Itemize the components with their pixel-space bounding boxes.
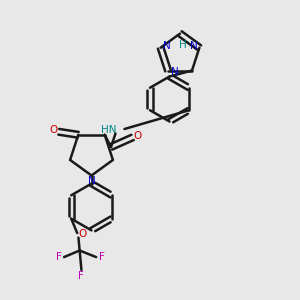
- Text: F: F: [79, 271, 84, 281]
- Text: N: N: [163, 41, 171, 51]
- Text: N: N: [171, 67, 178, 77]
- Text: HN: HN: [101, 125, 117, 136]
- Text: N: N: [88, 176, 95, 186]
- Text: H: H: [179, 40, 187, 50]
- Text: F: F: [99, 252, 104, 262]
- Text: F: F: [56, 252, 61, 262]
- Text: O: O: [79, 229, 87, 239]
- Text: O: O: [134, 130, 142, 141]
- Text: N: N: [190, 41, 197, 51]
- Text: O: O: [49, 125, 58, 135]
